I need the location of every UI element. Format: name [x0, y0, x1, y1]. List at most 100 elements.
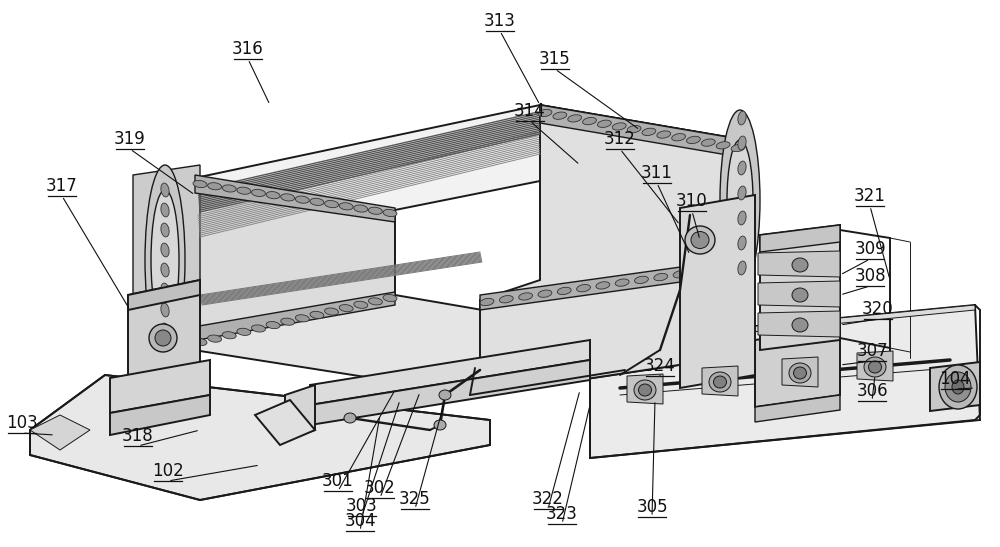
- Ellipse shape: [383, 210, 397, 217]
- Ellipse shape: [687, 136, 700, 143]
- Ellipse shape: [709, 372, 731, 392]
- Ellipse shape: [161, 243, 169, 257]
- Polygon shape: [30, 375, 490, 500]
- Ellipse shape: [161, 263, 169, 277]
- Text: 318: 318: [122, 427, 154, 445]
- Ellipse shape: [519, 293, 533, 300]
- Ellipse shape: [325, 201, 338, 208]
- Ellipse shape: [161, 223, 169, 237]
- Polygon shape: [930, 362, 980, 411]
- Ellipse shape: [714, 376, 726, 388]
- Ellipse shape: [281, 318, 295, 325]
- Text: 305: 305: [636, 498, 668, 516]
- Polygon shape: [680, 195, 755, 388]
- Text: 319: 319: [114, 130, 146, 148]
- Polygon shape: [128, 280, 200, 310]
- Ellipse shape: [557, 287, 571, 295]
- Text: 313: 313: [484, 12, 516, 30]
- Ellipse shape: [642, 128, 656, 136]
- Text: 317: 317: [46, 177, 78, 195]
- Polygon shape: [760, 225, 840, 252]
- Text: 103: 103: [6, 414, 38, 432]
- Ellipse shape: [716, 142, 730, 149]
- Ellipse shape: [295, 196, 309, 203]
- Ellipse shape: [161, 283, 169, 297]
- Polygon shape: [590, 305, 980, 458]
- Ellipse shape: [354, 205, 368, 212]
- Ellipse shape: [639, 384, 652, 396]
- Ellipse shape: [864, 357, 886, 377]
- Ellipse shape: [193, 181, 207, 188]
- Polygon shape: [110, 395, 210, 435]
- Ellipse shape: [368, 298, 382, 305]
- Ellipse shape: [145, 165, 185, 355]
- Ellipse shape: [654, 274, 668, 281]
- Polygon shape: [480, 258, 745, 310]
- Polygon shape: [130, 178, 395, 340]
- Polygon shape: [755, 395, 840, 422]
- Ellipse shape: [222, 331, 236, 339]
- Ellipse shape: [222, 185, 236, 192]
- Text: 323: 323: [546, 505, 578, 523]
- Ellipse shape: [792, 258, 808, 272]
- Polygon shape: [590, 305, 975, 348]
- Ellipse shape: [368, 207, 382, 214]
- Text: 309: 309: [854, 240, 886, 258]
- Polygon shape: [130, 295, 745, 395]
- Ellipse shape: [657, 131, 671, 138]
- Ellipse shape: [596, 282, 610, 289]
- Ellipse shape: [720, 110, 760, 290]
- Text: 307: 307: [856, 342, 888, 360]
- Text: 303: 303: [346, 497, 378, 515]
- Ellipse shape: [325, 308, 338, 315]
- Ellipse shape: [701, 139, 715, 146]
- Polygon shape: [540, 105, 745, 158]
- Ellipse shape: [538, 290, 552, 298]
- Polygon shape: [255, 400, 315, 445]
- Ellipse shape: [568, 115, 582, 122]
- Polygon shape: [480, 105, 745, 395]
- Polygon shape: [310, 360, 590, 425]
- Ellipse shape: [738, 111, 746, 125]
- Polygon shape: [310, 340, 590, 405]
- Polygon shape: [110, 360, 210, 413]
- Ellipse shape: [731, 263, 745, 270]
- Text: 102: 102: [152, 462, 184, 480]
- Polygon shape: [760, 225, 840, 350]
- Ellipse shape: [161, 183, 169, 197]
- Ellipse shape: [712, 265, 726, 272]
- Ellipse shape: [383, 294, 397, 301]
- Ellipse shape: [738, 186, 746, 200]
- Ellipse shape: [738, 261, 746, 275]
- Ellipse shape: [193, 339, 207, 346]
- Ellipse shape: [310, 198, 324, 206]
- Text: 322: 322: [532, 490, 564, 508]
- Text: 312: 312: [604, 130, 636, 148]
- Text: 301: 301: [322, 472, 354, 490]
- Ellipse shape: [738, 236, 746, 250]
- Polygon shape: [758, 281, 840, 307]
- Text: 306: 306: [856, 382, 888, 400]
- Ellipse shape: [161, 203, 169, 217]
- Ellipse shape: [794, 367, 806, 379]
- Ellipse shape: [553, 112, 567, 119]
- Ellipse shape: [281, 194, 295, 201]
- Ellipse shape: [161, 323, 169, 337]
- Ellipse shape: [789, 363, 811, 383]
- Ellipse shape: [344, 413, 356, 423]
- Ellipse shape: [310, 311, 324, 318]
- Ellipse shape: [635, 276, 648, 283]
- Polygon shape: [758, 311, 840, 337]
- Polygon shape: [627, 374, 663, 404]
- Ellipse shape: [266, 191, 280, 199]
- Polygon shape: [130, 292, 395, 352]
- Polygon shape: [755, 328, 840, 407]
- Polygon shape: [857, 351, 893, 381]
- Ellipse shape: [673, 271, 687, 278]
- Ellipse shape: [945, 372, 971, 402]
- Ellipse shape: [155, 330, 171, 346]
- Text: 308: 308: [854, 267, 886, 285]
- Ellipse shape: [738, 136, 746, 150]
- Ellipse shape: [727, 140, 753, 260]
- Text: 311: 311: [641, 164, 673, 182]
